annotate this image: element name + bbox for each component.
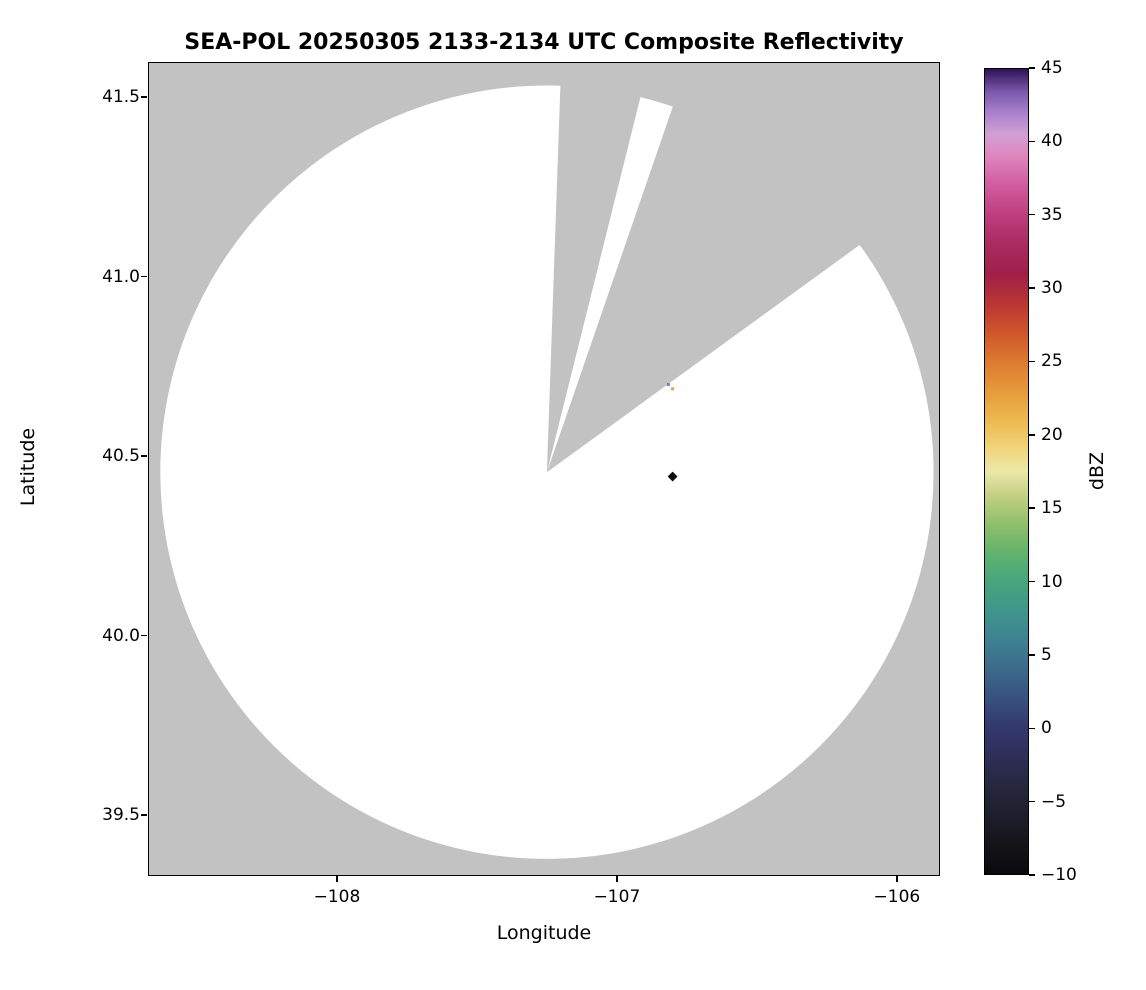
y-tick-mark bbox=[141, 455, 147, 457]
y-tick-label: 41.0 bbox=[102, 266, 140, 287]
colorbar-tick-label: 45 bbox=[1041, 58, 1063, 78]
colorbar-tick-mark bbox=[1029, 580, 1035, 583]
colorbar-tick-mark bbox=[1029, 727, 1035, 730]
colorbar-label: dBZ bbox=[1086, 451, 1108, 491]
blocked-sector bbox=[546, 63, 649, 473]
y-tick-mark bbox=[141, 634, 147, 637]
blocked-sector bbox=[546, 63, 939, 473]
colorbar-tick-label: 20 bbox=[1041, 424, 1063, 445]
colorbar-tick-label: −5 bbox=[1041, 791, 1067, 812]
y-tick-label: 39.5 bbox=[102, 804, 140, 825]
colorbar-tick-mark bbox=[1029, 287, 1035, 289]
y-tick-label: 41.5 bbox=[102, 87, 140, 108]
colorbar-tick-mark bbox=[1029, 360, 1035, 363]
colorbar-tick-mark bbox=[1029, 654, 1035, 656]
colorbar-tick-mark bbox=[1029, 800, 1035, 803]
colorbar-tick-label: 40 bbox=[1041, 131, 1063, 152]
y-axis-label: Latitude bbox=[17, 427, 39, 507]
x-tick-mark bbox=[616, 876, 618, 882]
chart-title: SEA-POL 20250305 2133-2134 UTC Composite… bbox=[184, 30, 904, 55]
y-tick-label: 40.5 bbox=[102, 446, 140, 467]
plot-area bbox=[148, 62, 940, 876]
radar-echo bbox=[667, 471, 678, 482]
y-tick-mark bbox=[141, 96, 147, 98]
colorbar-tick-mark bbox=[1029, 67, 1035, 69]
radar-echo bbox=[666, 383, 670, 387]
x-tick-label: −108 bbox=[313, 887, 361, 907]
x-tick-label: −107 bbox=[593, 887, 641, 907]
colorbar-tick-label: 30 bbox=[1041, 278, 1063, 299]
x-axis-label: Longitude bbox=[496, 922, 592, 944]
x-tick-mark bbox=[336, 876, 338, 882]
colorbar-tick-label: 15 bbox=[1041, 498, 1063, 519]
y-tick-label: 40.0 bbox=[102, 625, 140, 646]
colorbar-tick-label: 5 bbox=[1041, 644, 1052, 665]
colorbar-tick-label: −10 bbox=[1041, 865, 1077, 885]
y-tick-mark bbox=[141, 814, 147, 816]
colorbar-tick-mark bbox=[1029, 140, 1035, 143]
colorbar bbox=[984, 68, 1029, 875]
colorbar-tick-label: 35 bbox=[1041, 204, 1063, 225]
radar-echo bbox=[671, 387, 675, 391]
colorbar-tick-mark bbox=[1029, 507, 1035, 509]
colorbar-tick-label: 25 bbox=[1041, 351, 1063, 372]
x-tick-mark bbox=[896, 876, 898, 882]
colorbar-tick-mark bbox=[1029, 213, 1035, 216]
colorbar-tick-label: 10 bbox=[1041, 571, 1063, 592]
x-tick-label: −106 bbox=[873, 887, 921, 907]
radar-plot-svg bbox=[149, 63, 939, 875]
colorbar-tick-label: 0 bbox=[1041, 718, 1052, 739]
colorbar-tick-mark bbox=[1029, 434, 1035, 436]
y-tick-mark bbox=[141, 275, 147, 278]
colorbar-tick-mark bbox=[1029, 874, 1035, 876]
